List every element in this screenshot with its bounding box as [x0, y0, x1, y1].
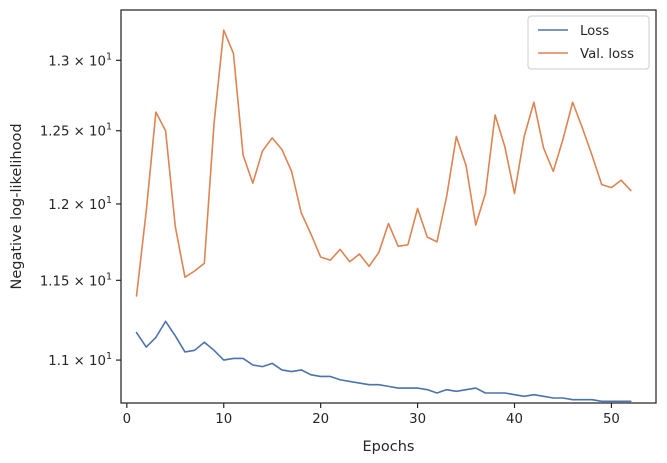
x-tick-label: 40 — [506, 412, 523, 427]
y-tick-label: 1.15 × 101 — [40, 271, 112, 289]
series-line-loss — [135, 320, 632, 403]
y-tick-label: 1.25 × 101 — [40, 122, 112, 140]
y-tick-label: 1.1 × 101 — [48, 351, 112, 369]
x-axis: 0 10 20 30 40 50 — [123, 403, 620, 427]
legend: Loss Val. loss — [527, 15, 650, 70]
x-tick-label: 20 — [312, 412, 329, 427]
x-tick-label: 10 — [215, 412, 232, 427]
plot-frame — [120, 9, 657, 404]
y-axis: 1.1 × 101 1.15 × 101 1.2 × 101 1.25 × 101 1.… — [40, 51, 121, 369]
plot-area — [121, 10, 656, 403]
legend-label-loss: Loss — [580, 24, 609, 39]
x-tick-label: 0 — [123, 412, 131, 427]
y-tick-label: 1.2 × 101 — [48, 195, 112, 213]
series-line-val-loss — [135, 29, 632, 297]
series-layer — [135, 29, 632, 403]
y-axis-label: Negative log-likelihood — [9, 123, 25, 289]
x-tick-label: 30 — [409, 412, 426, 427]
legend-label-val-loss: Val. loss — [580, 47, 634, 62]
x-tick-label: 50 — [603, 412, 620, 427]
x-axis-label: Epochs — [363, 439, 415, 455]
y-tick-label: 1.3 × 101 — [48, 51, 112, 69]
